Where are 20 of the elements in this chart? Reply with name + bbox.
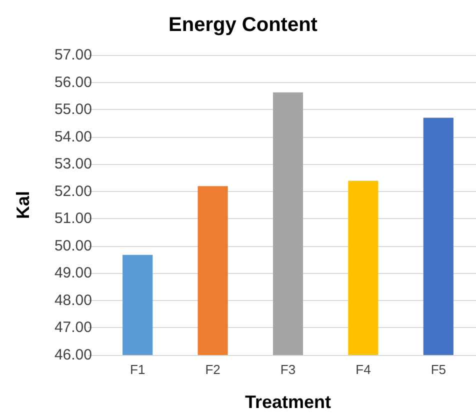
y-axis-title: Kal <box>13 190 33 220</box>
y-tick-label: 48.00 <box>54 292 92 309</box>
x-tick-label: F4 <box>356 362 371 377</box>
x-tick-label: F2 <box>205 362 220 377</box>
y-tick-label: 56.00 <box>54 74 92 91</box>
y-tick-label: 57.00 <box>54 46 92 64</box>
x-tick-label: F5 <box>430 362 446 377</box>
x-tick-label: F1 <box>130 362 146 377</box>
y-tick-label: 55.00 <box>54 101 92 118</box>
y-tick-label: 46.00 <box>54 346 92 364</box>
chart-title: Energy Content <box>168 14 318 36</box>
y-tick-label: 54.00 <box>54 128 92 146</box>
y-tick-label: 47.00 <box>54 319 92 336</box>
x-tick-label: F3 <box>280 362 296 377</box>
y-tick-label: 49.00 <box>54 264 92 282</box>
y-tick-label: 53.00 <box>54 156 92 173</box>
y-tick-label: 50.00 <box>54 237 92 254</box>
y-tick-label: 52.00 <box>54 182 92 200</box>
y-tick-label: 51.00 <box>54 210 92 228</box>
x-axis-title: Treatment <box>244 392 332 412</box>
